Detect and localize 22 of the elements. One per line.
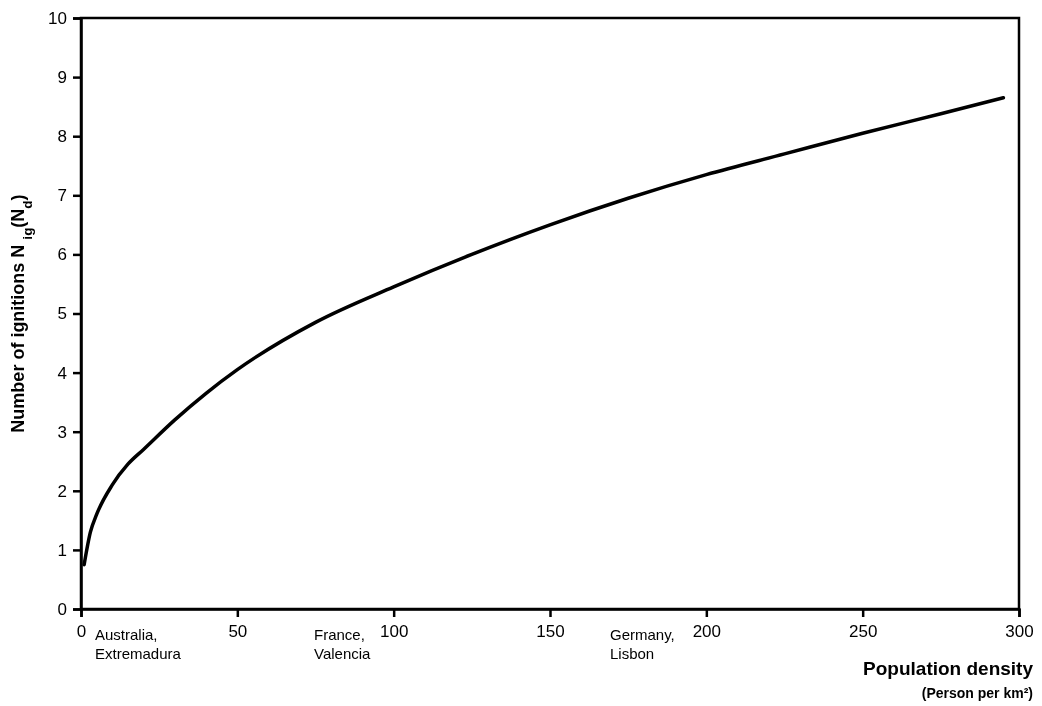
x-tick-label: 50 [228, 622, 248, 642]
text: France, Valencia [314, 626, 372, 662]
y-tick-label: 2 [57, 481, 67, 501]
y-tick-label: 0 [57, 599, 67, 619]
y-tick-label: 3 [57, 422, 67, 442]
y-tick-label: 7 [57, 186, 67, 206]
text: Germany, Lisbon [610, 626, 675, 662]
y-tick-label: 1 [57, 540, 67, 560]
x-tick-label: 300 [1005, 622, 1034, 642]
y-tick-label: 6 [57, 245, 67, 265]
x-tick-label: 250 [848, 622, 878, 642]
y-tick-label: 10 [48, 8, 67, 28]
x-tick-label: 150 [536, 622, 565, 642]
x-tick-label: 0 [76, 622, 87, 642]
x-tick-label: 100 [379, 622, 409, 642]
y-tick-label: 5 [57, 304, 67, 324]
y-tick-label: 9 [57, 68, 67, 88]
y-tick-label: 4 [57, 363, 67, 383]
y-tick-label: 8 [57, 127, 67, 147]
x-tick-label: 200 [692, 622, 722, 642]
text: Australia, Extremadura [95, 626, 182, 662]
x-axis-title: Population density (Person per km²) [863, 658, 1034, 701]
